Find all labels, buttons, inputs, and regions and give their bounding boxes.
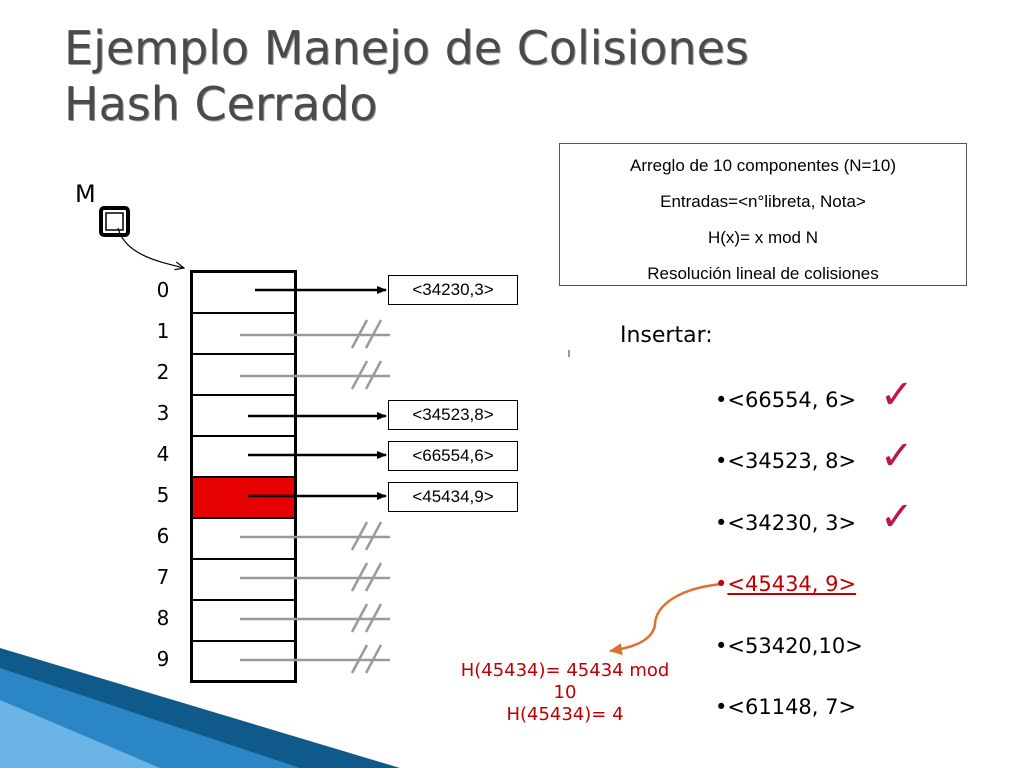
m-label: M	[75, 180, 96, 208]
insert-item-text: <53420,10>	[727, 634, 863, 658]
null-pointer-2	[240, 360, 390, 390]
index-label: 1	[156, 319, 170, 343]
info-box: Arreglo de 10 componentes (N=10) Entrada…	[559, 143, 967, 286]
small-mark	[568, 350, 570, 357]
insert-item-text: <34230, 3>	[727, 511, 857, 535]
index-label: 4	[156, 442, 170, 466]
title-line-2: Hash Cerrado	[64, 77, 378, 131]
title-line-1: Ejemplo Manejo de Colisiones	[64, 21, 749, 75]
table-cell	[193, 519, 294, 560]
index-label: 2	[156, 360, 170, 384]
index-label: 0	[156, 278, 170, 302]
insert-item: •<34230, 3>	[715, 511, 857, 535]
info-line-components: Arreglo de 10 componentes (N=10)	[629, 156, 896, 175]
m-pointer-inner	[105, 212, 124, 231]
null-pointer-1	[240, 319, 390, 349]
entry-box-5: <45434,9>	[388, 482, 518, 512]
index-label: 3	[156, 401, 170, 425]
table-cell-highlighted	[193, 478, 294, 519]
insert-item-text: <66554, 6>	[727, 388, 857, 412]
table-cell	[193, 314, 294, 355]
hash-calc-line-3: H(45434)= 4	[506, 704, 624, 725]
info-line-resolution: Resolución lineal de colisiones	[647, 264, 879, 283]
hash-table	[190, 270, 297, 683]
check-icon: ✓	[880, 433, 914, 479]
insert-item-highlighted: •<45434, 9>	[715, 572, 857, 596]
table-cell	[193, 273, 294, 314]
table-cell	[193, 437, 294, 478]
insert-title: Insertar:	[620, 323, 713, 348]
table-cell	[193, 396, 294, 437]
check-icon: ✓	[880, 494, 914, 540]
insert-item: •<53420,10>	[715, 634, 863, 658]
null-pointer-7	[240, 562, 390, 592]
table-cell	[193, 355, 294, 396]
entry-box-4: <66554,6>	[388, 441, 518, 471]
index-label: 6	[156, 524, 170, 548]
index-label: 9	[156, 647, 170, 671]
index-label: 8	[156, 606, 170, 630]
entry-box-0: <34230,3>	[388, 275, 518, 305]
null-pointer-9	[240, 644, 390, 674]
info-line-entries: Entradas=<n°libreta, Nota>	[660, 192, 866, 211]
entry-box-3: <34523,8>	[388, 400, 518, 430]
corner-decoration	[0, 700, 160, 768]
null-pointer-8	[240, 603, 390, 633]
hash-calc-line-1: H(45434)= 45434 mod	[460, 660, 670, 681]
table-cell	[193, 560, 294, 601]
table-cell	[193, 601, 294, 642]
hash-calculation: H(45434)= 45434 mod 10 H(45434)= 4	[430, 660, 700, 726]
m-pointer-box	[99, 206, 130, 237]
insert-item: •<66554, 6>	[715, 388, 857, 412]
insert-item-text: <61148, 7>	[727, 695, 857, 719]
index-label: 5	[156, 483, 170, 507]
insert-item-text: <45434, 9>	[727, 572, 857, 596]
check-icon: ✓	[880, 372, 914, 418]
null-pointer-6	[240, 521, 390, 551]
index-label: 7	[156, 565, 170, 589]
calc-arrow	[609, 582, 723, 656]
slide-title: Ejemplo Manejo de Colisiones Hash Cerrad…	[64, 20, 964, 132]
insert-item: •<61148, 7>	[715, 695, 857, 719]
insert-item-text: <34523, 8>	[727, 449, 857, 473]
info-line-hash-function: H(x)= x mod N	[707, 228, 819, 247]
m-pointer-arrow	[117, 227, 184, 268]
hash-calc-line-2: 10	[553, 682, 577, 703]
insert-item: •<34523, 8>	[715, 449, 857, 473]
